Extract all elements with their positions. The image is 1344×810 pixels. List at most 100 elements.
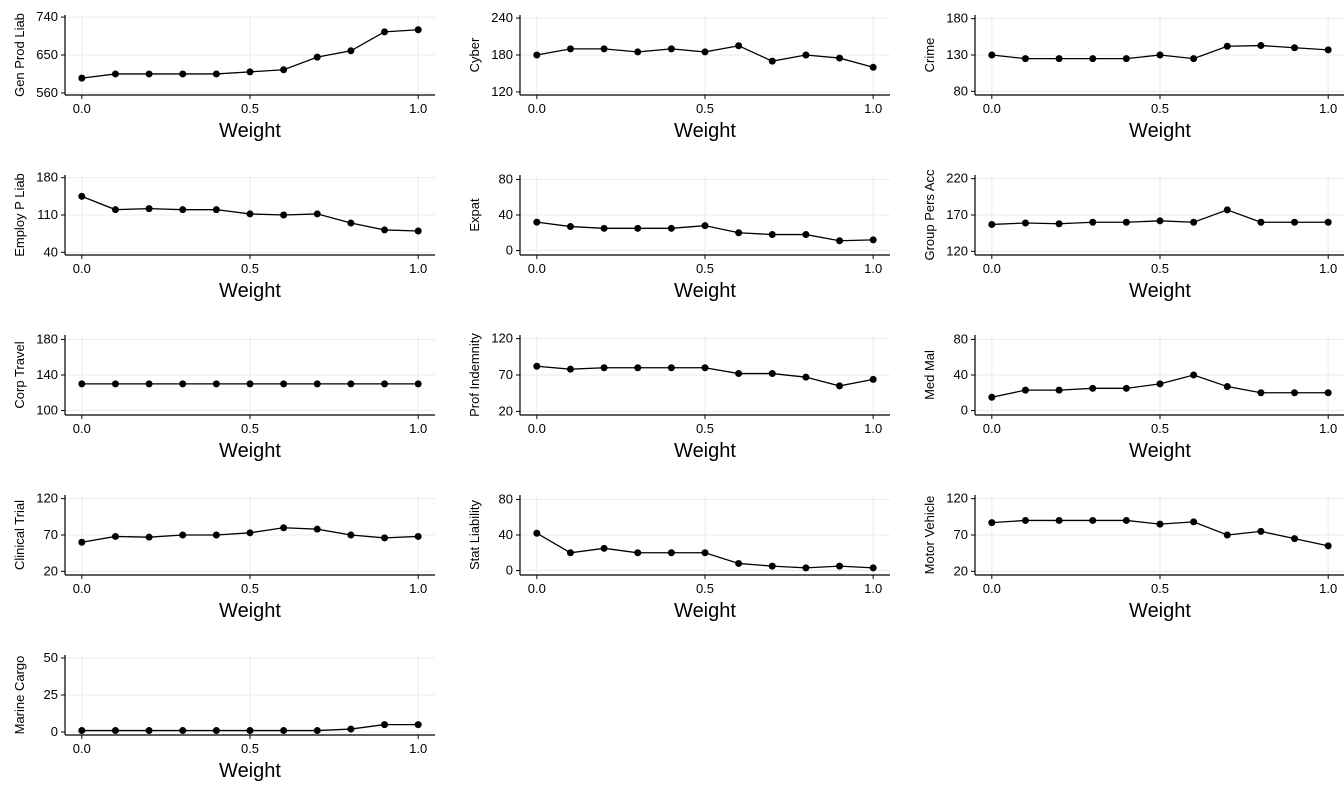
series-point bbox=[213, 380, 220, 387]
series-point bbox=[1257, 42, 1264, 49]
series-point bbox=[802, 374, 809, 381]
y-tick-label: 80 bbox=[499, 491, 513, 506]
series-point bbox=[1291, 44, 1298, 51]
series-point bbox=[314, 210, 321, 217]
series-point bbox=[567, 366, 574, 373]
series-point bbox=[634, 48, 641, 55]
x-tick-label: 0.5 bbox=[1151, 581, 1169, 596]
series-point bbox=[870, 64, 877, 71]
series-point bbox=[567, 45, 574, 52]
series-point bbox=[381, 28, 388, 35]
series-point bbox=[314, 526, 321, 533]
chart-panel: 801301800.00.51.0WeightCrime bbox=[920, 10, 1344, 160]
series-point bbox=[1123, 219, 1130, 226]
series-point bbox=[1123, 55, 1130, 62]
series-point bbox=[601, 225, 608, 232]
y-tick-label: 40 bbox=[44, 244, 58, 259]
series-point bbox=[802, 52, 809, 59]
x-tick-label: 1.0 bbox=[1319, 101, 1337, 116]
x-tick-label: 1.0 bbox=[864, 581, 882, 596]
y-axis-label: Expat bbox=[467, 198, 482, 232]
y-tick-label: 650 bbox=[36, 47, 58, 62]
series-point bbox=[836, 55, 843, 62]
y-tick-label: 70 bbox=[44, 527, 58, 542]
series-point bbox=[347, 220, 354, 227]
y-tick-label: 0 bbox=[506, 243, 513, 258]
series-point bbox=[179, 727, 186, 734]
series-point bbox=[1257, 528, 1264, 535]
series-point bbox=[146, 727, 153, 734]
y-tick-label: 180 bbox=[946, 11, 968, 26]
series-point bbox=[735, 560, 742, 567]
series-point bbox=[280, 380, 287, 387]
series-point bbox=[415, 26, 422, 33]
y-tick-label: 120 bbox=[946, 243, 968, 258]
series-point bbox=[769, 370, 776, 377]
series-point bbox=[112, 206, 119, 213]
series-point bbox=[247, 727, 254, 734]
x-tick-label: 1.0 bbox=[864, 421, 882, 436]
x-axis-label: Weight bbox=[1129, 600, 1191, 622]
series-point bbox=[280, 66, 287, 73]
x-tick-label: 0.5 bbox=[696, 101, 714, 116]
series-point bbox=[988, 394, 995, 401]
x-tick-label: 0.0 bbox=[73, 261, 91, 276]
x-axis-label: Weight bbox=[674, 440, 736, 462]
x-axis-label: Weight bbox=[219, 120, 281, 142]
series-point bbox=[668, 364, 675, 371]
series-point bbox=[735, 42, 742, 49]
x-axis-label: Weight bbox=[1129, 280, 1191, 302]
series-point bbox=[1157, 521, 1164, 528]
x-tick-label: 1.0 bbox=[409, 421, 427, 436]
series-point bbox=[735, 370, 742, 377]
y-tick-label: 40 bbox=[954, 367, 968, 382]
series-point bbox=[1224, 43, 1231, 50]
series-point bbox=[146, 205, 153, 212]
series-point bbox=[567, 223, 574, 230]
x-tick-label: 0.5 bbox=[241, 421, 259, 436]
x-tick-label: 0.5 bbox=[696, 581, 714, 596]
series-point bbox=[314, 380, 321, 387]
series-point bbox=[1089, 55, 1096, 62]
series-point bbox=[381, 380, 388, 387]
series-point bbox=[1291, 219, 1298, 226]
series-point bbox=[769, 231, 776, 238]
x-axis-label: Weight bbox=[219, 760, 281, 782]
y-axis-label: Stat Liability bbox=[467, 499, 482, 570]
series-point bbox=[836, 382, 843, 389]
series-point bbox=[567, 549, 574, 556]
series-point bbox=[415, 228, 422, 235]
x-tick-label: 1.0 bbox=[409, 261, 427, 276]
series-point bbox=[179, 532, 186, 539]
x-axis-label: Weight bbox=[674, 280, 736, 302]
series-point bbox=[1224, 206, 1231, 213]
series-point bbox=[347, 532, 354, 539]
chart-panel: 5606507400.00.51.0WeightGen Prod Liab bbox=[10, 10, 445, 160]
series-point bbox=[146, 70, 153, 77]
series-point bbox=[112, 380, 119, 387]
y-axis-label: Prof Indemnity bbox=[467, 333, 482, 417]
series-point bbox=[78, 727, 85, 734]
x-tick-label: 1.0 bbox=[409, 581, 427, 596]
y-axis-label: Group Pers Acc bbox=[922, 170, 937, 261]
series-point bbox=[1291, 535, 1298, 542]
x-tick-label: 0.5 bbox=[241, 101, 259, 116]
series-point bbox=[1257, 389, 1264, 396]
series-point bbox=[836, 563, 843, 570]
x-tick-label: 0.5 bbox=[1151, 421, 1169, 436]
series-point bbox=[415, 533, 422, 540]
x-tick-label: 1.0 bbox=[864, 101, 882, 116]
series-point bbox=[280, 524, 287, 531]
series-point bbox=[533, 363, 540, 370]
x-tick-label: 0.0 bbox=[73, 101, 91, 116]
x-tick-label: 0.5 bbox=[696, 421, 714, 436]
series-point bbox=[1325, 46, 1332, 53]
x-tick-label: 0.5 bbox=[241, 261, 259, 276]
series-point bbox=[1089, 385, 1096, 392]
y-tick-label: 110 bbox=[37, 207, 58, 222]
series-point bbox=[1022, 220, 1029, 227]
series-point bbox=[347, 380, 354, 387]
chart-panel: 1201702200.00.51.0WeightGroup Pers Acc bbox=[920, 170, 1344, 320]
y-tick-label: 180 bbox=[491, 47, 513, 62]
y-tick-label: 20 bbox=[954, 563, 968, 578]
